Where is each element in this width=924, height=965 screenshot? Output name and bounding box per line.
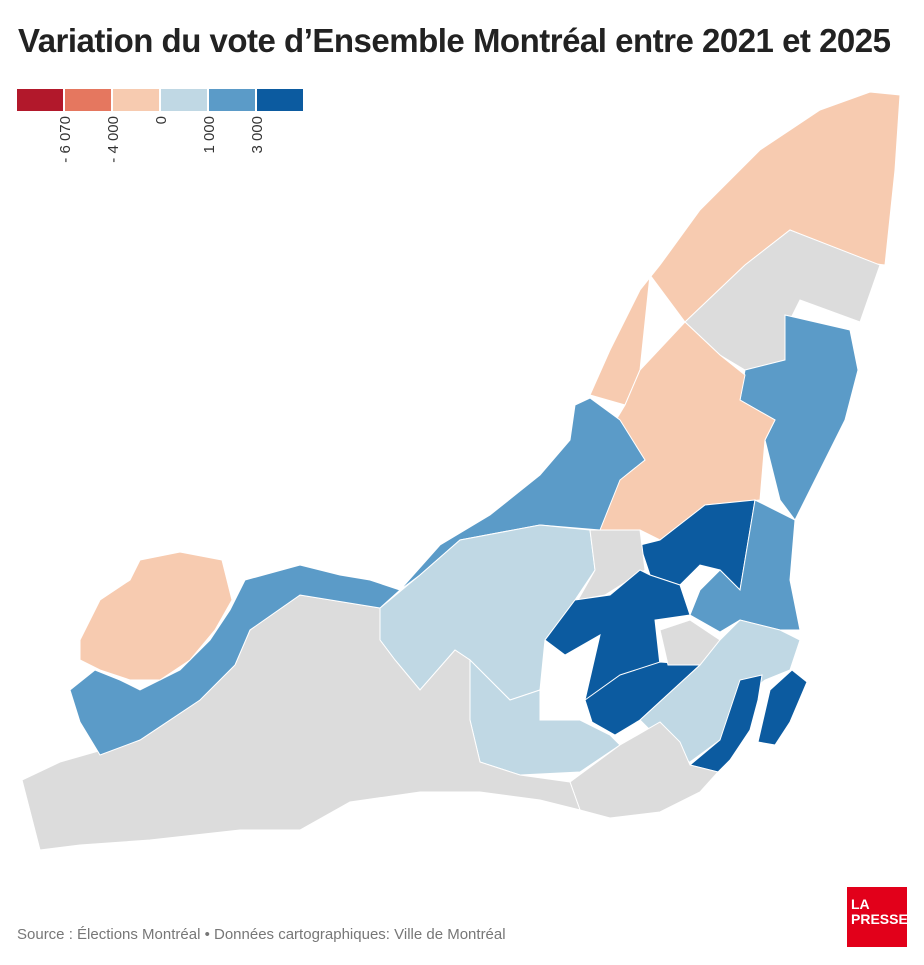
la-presse-logo: LA PRESSE — [847, 887, 908, 947]
region — [689, 499, 801, 633]
region — [639, 499, 756, 592]
legend-swatch — [257, 89, 303, 111]
region — [379, 524, 596, 701]
legend-swatch — [65, 89, 111, 111]
region — [79, 551, 233, 681]
region — [577, 529, 646, 601]
region — [739, 314, 859, 521]
region — [688, 674, 763, 773]
color-legend — [17, 89, 303, 111]
region — [69, 564, 401, 756]
logo-text: LA PRESSE — [851, 896, 908, 927]
legend-swatch — [113, 89, 159, 111]
region — [589, 91, 901, 406]
legend-swatch — [209, 89, 255, 111]
source-note: Source : Élections Montréal • Données ca… — [17, 926, 506, 943]
region — [569, 721, 719, 819]
map-title: Variation du vote d’Ensemble Montréal en… — [18, 22, 891, 59]
legend-swatch — [17, 89, 63, 111]
legend-swatch — [161, 89, 207, 111]
region — [757, 669, 808, 746]
